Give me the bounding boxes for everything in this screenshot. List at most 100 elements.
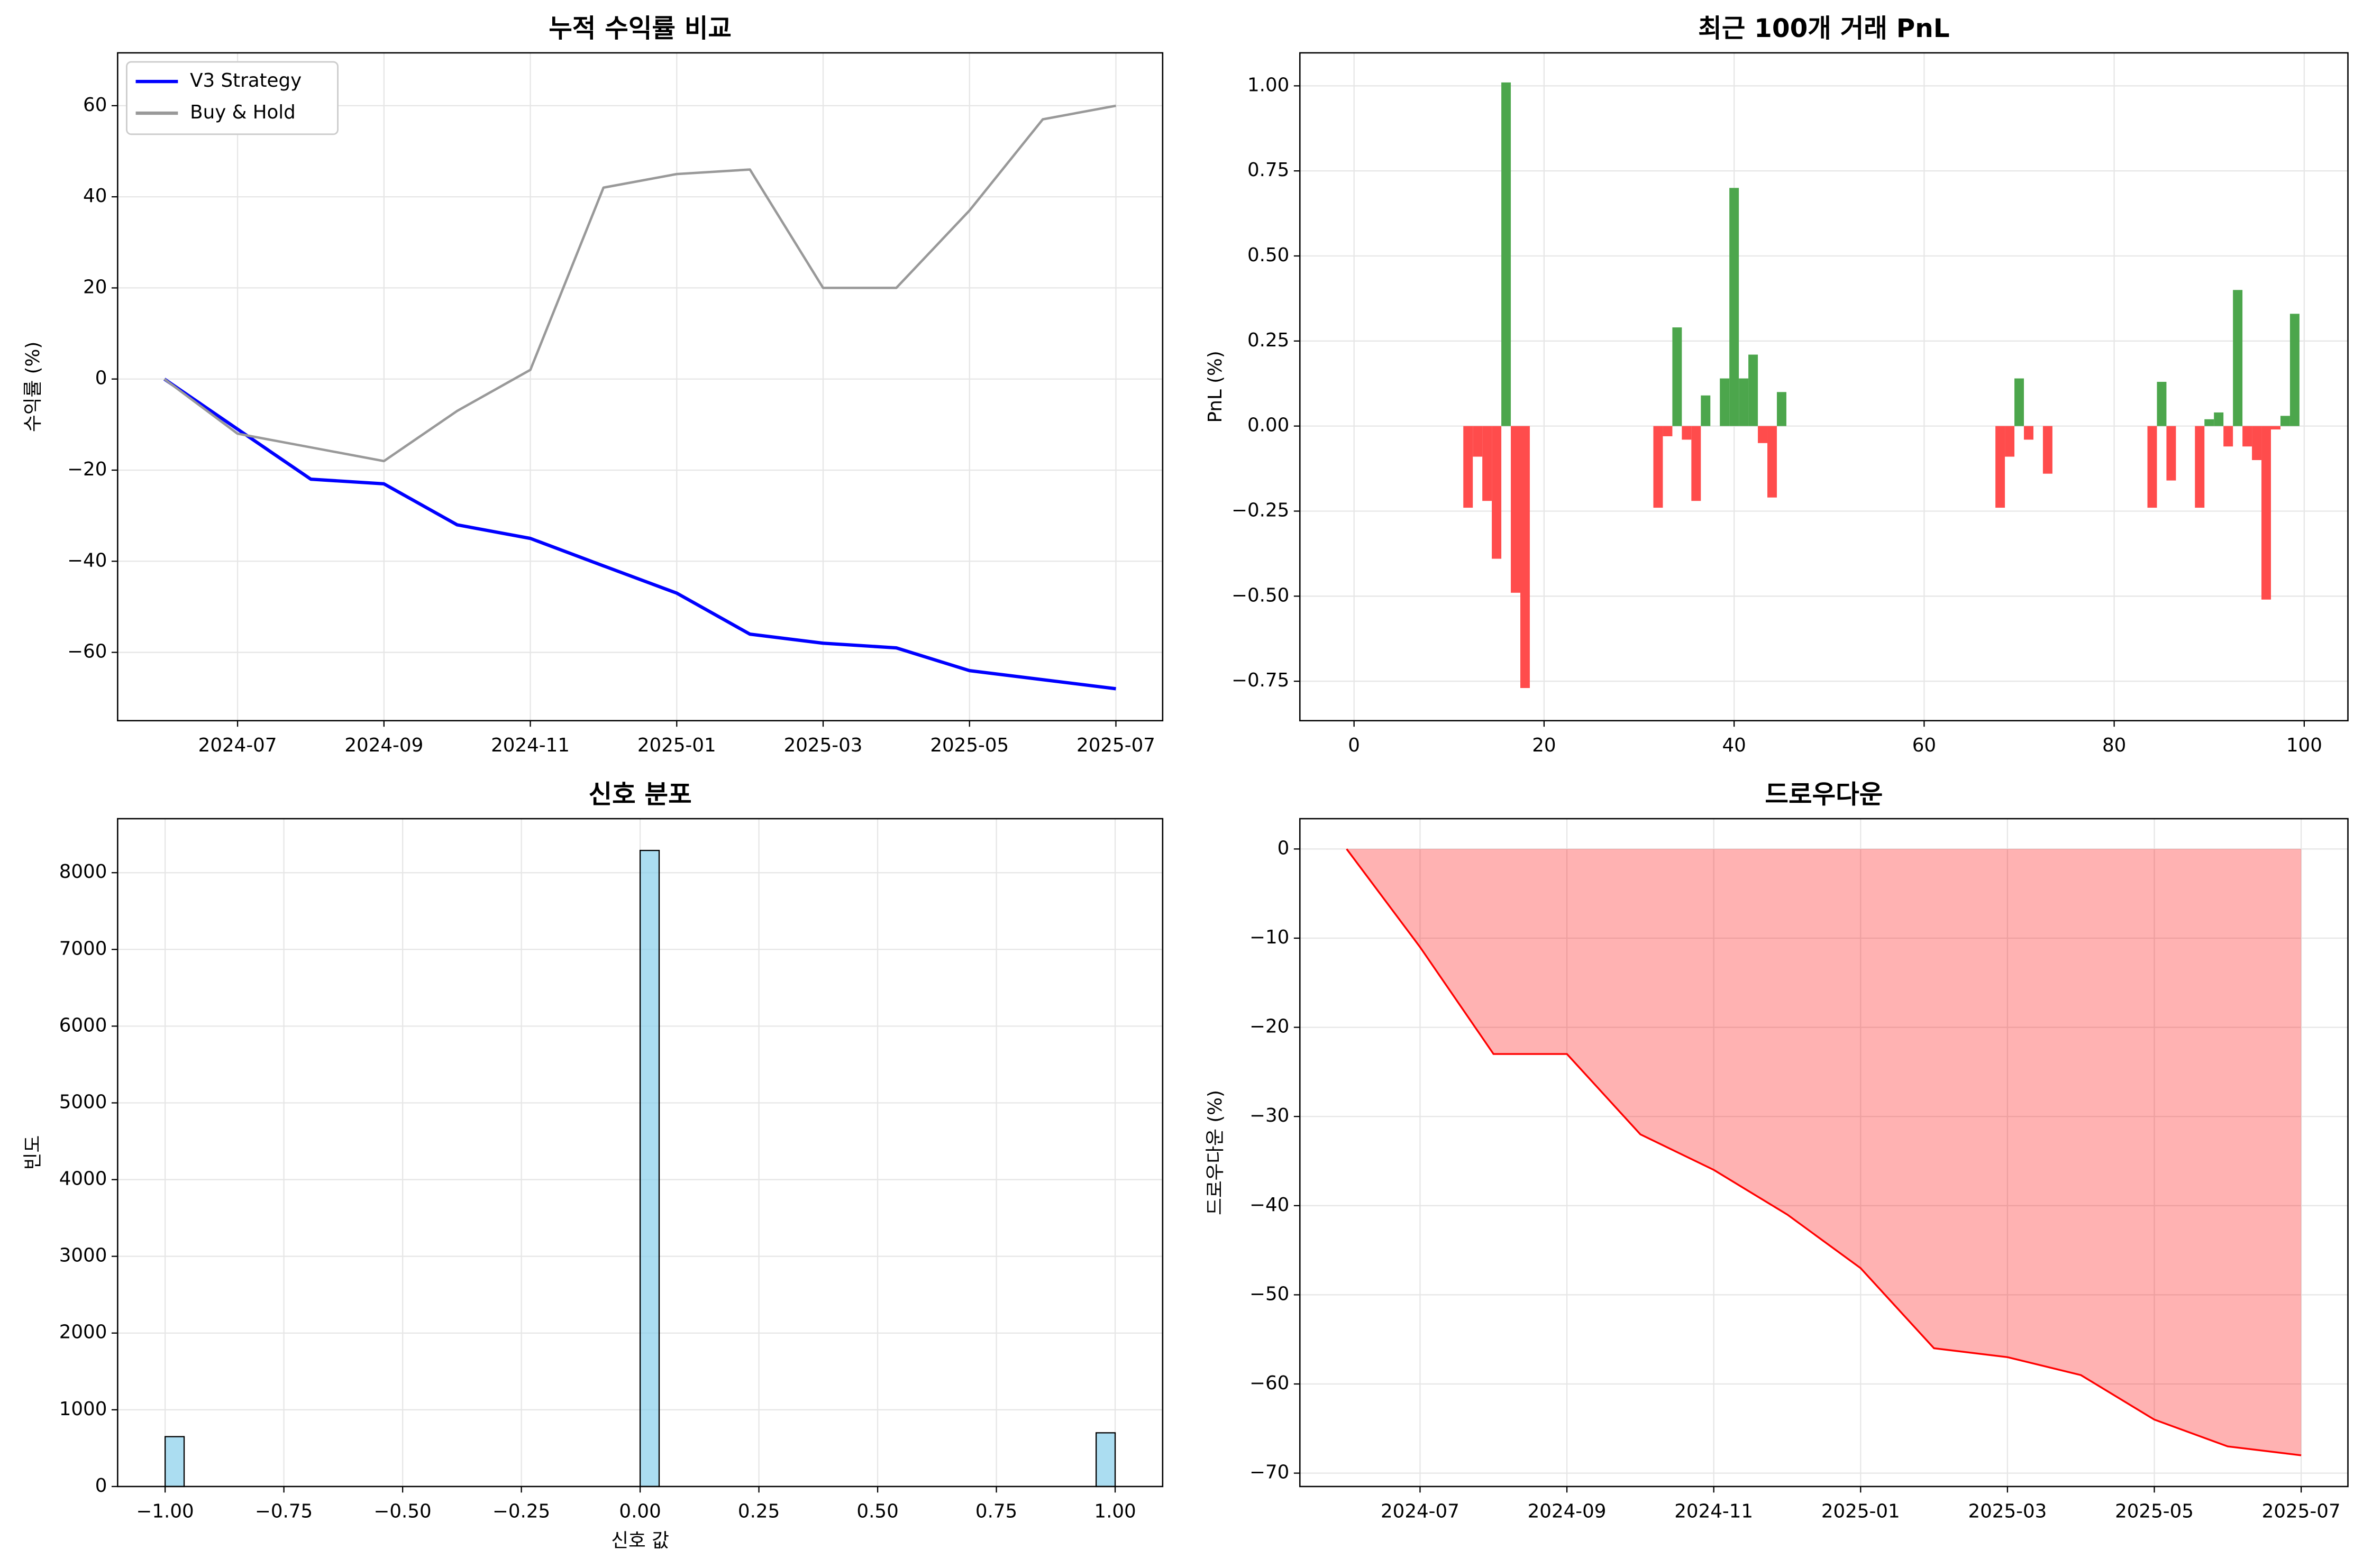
bar bbox=[2195, 426, 2205, 508]
y-tick-label: 0.00 bbox=[1247, 415, 1289, 436]
y-tick-label: 7000 bbox=[59, 938, 107, 959]
bar bbox=[2252, 426, 2262, 460]
histogram-bar bbox=[165, 1436, 185, 1488]
bar bbox=[2233, 290, 2243, 426]
x-tick-label: 2025-03 bbox=[1968, 1500, 2047, 1522]
x-tick-label: −0.75 bbox=[255, 1500, 313, 1522]
bar bbox=[1748, 354, 1758, 426]
bar bbox=[1691, 426, 1701, 501]
x-tick-label: 2024-11 bbox=[1674, 1500, 1753, 1522]
x-tick-label: 0.25 bbox=[738, 1500, 780, 1522]
x-tick-label: 0.50 bbox=[856, 1500, 898, 1522]
bar bbox=[2242, 426, 2252, 447]
x-tick-label: 2025-07 bbox=[1076, 735, 1155, 756]
y-tick-label: 0.75 bbox=[1247, 159, 1289, 181]
axes-frame bbox=[1299, 818, 2349, 1488]
y-tick-label: −0.25 bbox=[1231, 499, 1289, 521]
y-tick-label: 0.25 bbox=[1247, 329, 1289, 351]
x-tick-label: 2024-07 bbox=[198, 735, 277, 756]
bar bbox=[2204, 419, 2214, 426]
bar bbox=[1492, 426, 1502, 559]
y-tick-label: 4000 bbox=[59, 1168, 107, 1190]
x-tick-label: 0.75 bbox=[975, 1500, 1017, 1522]
bar bbox=[1776, 392, 1786, 426]
x-tick-label: 2025-05 bbox=[930, 735, 1009, 756]
chart-title: 최근 100개 거래 PnL bbox=[1698, 14, 1950, 43]
legend-label: Buy & Hold bbox=[190, 102, 296, 123]
y-tick-label: −60 bbox=[67, 641, 107, 663]
bar bbox=[1758, 426, 1768, 443]
x-tick-label: 20 bbox=[1532, 735, 1556, 756]
bar bbox=[2014, 378, 2024, 426]
bar bbox=[1995, 426, 2005, 508]
bar bbox=[1511, 426, 1520, 593]
bar bbox=[1653, 426, 1663, 508]
y-tick-label: −30 bbox=[1249, 1105, 1289, 1126]
x-tick-label: 2024-07 bbox=[1381, 1500, 1459, 1522]
bar bbox=[1672, 327, 1682, 426]
bar bbox=[1482, 426, 1492, 501]
y-tick-label: 5000 bbox=[59, 1091, 107, 1113]
x-tick-label: 2024-11 bbox=[491, 735, 570, 756]
y-tick-label: 6000 bbox=[59, 1014, 107, 1036]
area-fill bbox=[1346, 849, 2302, 1455]
bar bbox=[1729, 188, 1739, 426]
x-tick-label: 2025-07 bbox=[2262, 1500, 2341, 1522]
x-tick-label: 1.00 bbox=[1094, 1500, 1136, 1522]
axes-frame bbox=[117, 52, 1164, 722]
y-tick-label: −50 bbox=[1249, 1283, 1289, 1305]
y-tick-label: 3000 bbox=[59, 1245, 107, 1267]
y-tick-label: −10 bbox=[1249, 927, 1289, 948]
x-tick-label: 100 bbox=[2286, 735, 2322, 756]
bar bbox=[2147, 426, 2157, 508]
x-tick-label: −1.00 bbox=[136, 1500, 194, 1522]
bar bbox=[2280, 416, 2290, 426]
chart-title: 누적 수익률 비교 bbox=[549, 14, 732, 43]
x-tick-label: 2024-09 bbox=[344, 735, 423, 756]
y-axis-label: 드로우다운 (%) bbox=[1205, 1090, 1226, 1215]
bar bbox=[1701, 395, 1711, 426]
bar bbox=[1720, 378, 1730, 426]
y-tick-label: −70 bbox=[1249, 1462, 1289, 1483]
bar bbox=[1739, 378, 1749, 426]
y-axis-label: 수익률 (%) bbox=[22, 342, 44, 432]
bar bbox=[1501, 82, 1511, 426]
x-tick-label: 0.00 bbox=[619, 1500, 661, 1522]
y-tick-label: 2000 bbox=[59, 1322, 107, 1343]
series-line bbox=[163, 378, 1116, 691]
x-tick-label: 2025-01 bbox=[637, 735, 716, 756]
y-axis-label: PnL (%) bbox=[1205, 351, 1226, 423]
histogram-bar bbox=[1096, 1432, 1116, 1488]
bar bbox=[1463, 426, 1473, 508]
area-line bbox=[1346, 848, 2302, 1456]
y-tick-label: 1.00 bbox=[1247, 74, 1289, 96]
y-tick-label: −0.50 bbox=[1231, 584, 1289, 606]
x-tick-label: 40 bbox=[1722, 735, 1746, 756]
bar bbox=[1663, 426, 1673, 436]
y-tick-label: −60 bbox=[1249, 1372, 1289, 1394]
bar bbox=[2005, 426, 2015, 457]
bar bbox=[2289, 314, 2300, 426]
y-tick-label: 0 bbox=[1278, 837, 1290, 859]
x-tick-label: 2025-03 bbox=[784, 735, 863, 756]
legend-box bbox=[126, 61, 339, 135]
x-tick-label: −0.50 bbox=[374, 1500, 432, 1522]
bar bbox=[1520, 426, 1530, 689]
x-tick-label: 60 bbox=[1912, 735, 1936, 756]
y-axis-label: 빈도 bbox=[22, 1135, 44, 1170]
histogram-bar bbox=[639, 849, 660, 1488]
x-tick-label: 0 bbox=[1348, 735, 1360, 756]
chart-title: 드로우다운 bbox=[1765, 780, 1883, 809]
x-tick-label: 2025-05 bbox=[2115, 1500, 2194, 1522]
y-tick-label: −20 bbox=[67, 459, 107, 480]
chart-title: 신호 분포 bbox=[589, 780, 692, 809]
x-axis-label: 신호 값 bbox=[611, 1530, 669, 1552]
y-tick-label: 1000 bbox=[59, 1398, 107, 1420]
y-tick-label: 8000 bbox=[59, 861, 107, 883]
bar bbox=[2023, 426, 2033, 440]
bar bbox=[1682, 426, 1692, 440]
y-tick-label: 40 bbox=[83, 185, 107, 207]
x-tick-label: 2025-01 bbox=[1821, 1500, 1900, 1522]
bar bbox=[2157, 382, 2167, 426]
